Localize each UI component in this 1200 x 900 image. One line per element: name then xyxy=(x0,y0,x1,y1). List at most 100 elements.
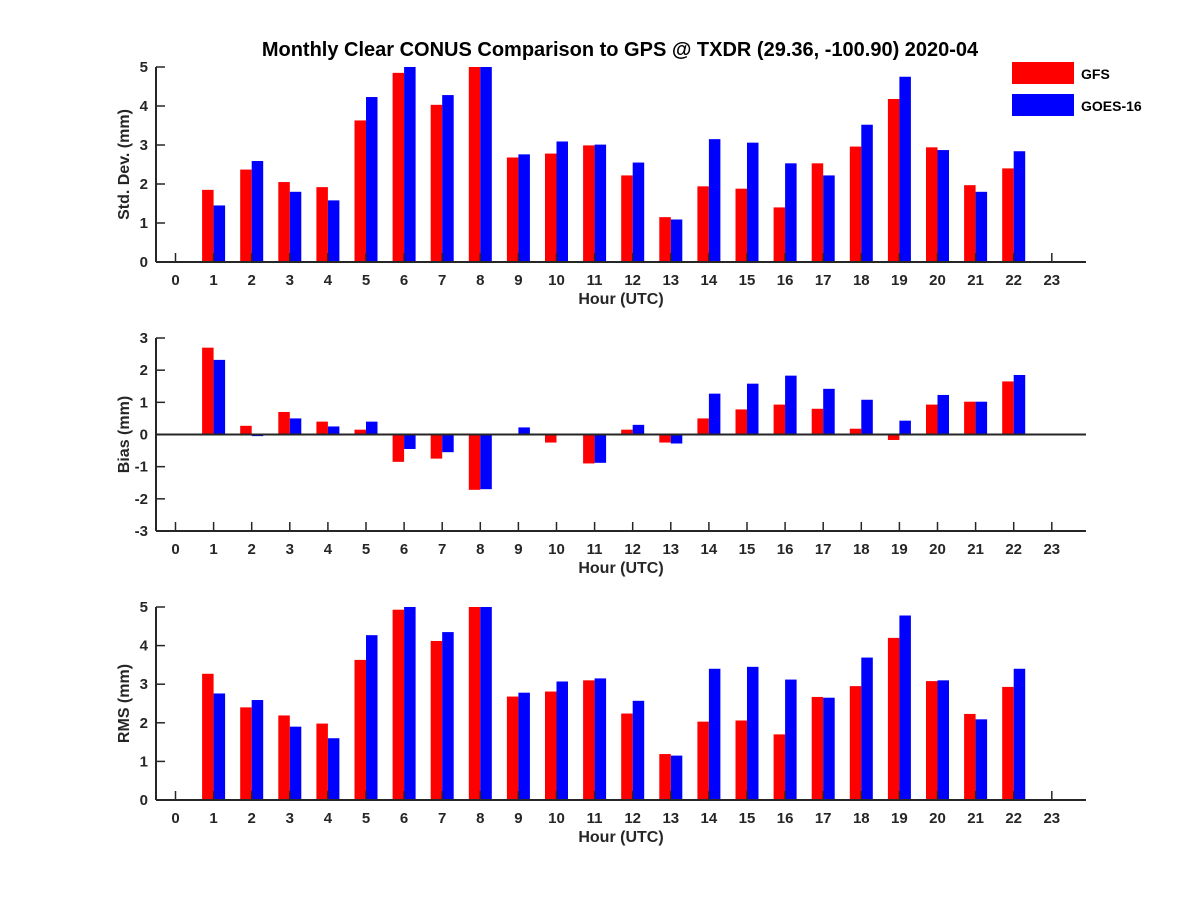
x-tick-label-bias-17: 17 xyxy=(815,541,832,558)
bar-bias-gfs-hour-2 xyxy=(240,425,252,435)
bar-rms-gfs-hour-15 xyxy=(735,720,747,800)
bar-stddev-gfs-hour-18 xyxy=(849,146,862,262)
legend: GFS GOES-16 xyxy=(1012,62,1142,116)
bar-stddev-goes16-hour-17 xyxy=(823,175,835,262)
y-tick-label-bias--1: -1 xyxy=(135,459,148,476)
bar-stddev-goes16-hour-18 xyxy=(861,124,873,262)
y-tick-label-rms-2: 2 xyxy=(140,715,148,732)
panel-rms: 0 1 2 3 4 5 6 7 8 9 10 11 12 13 14 15 16 17 18 19 20 21 22 2301… xyxy=(116,599,1086,846)
bar-stddev-gfs-hour-20 xyxy=(926,147,938,262)
bar-stddev-gfs-hour-10 xyxy=(545,153,557,262)
bar-rms-gfs-hour-20 xyxy=(926,681,938,800)
bar-rms-goes16-hour-1 xyxy=(213,693,226,800)
x-tick-label-bias-3: 3 xyxy=(286,541,294,558)
panel-stddev: 0 1 2 3 4 5 6 7 8 9 10 11 12 13 14 15 16 17 18 19 20 21 22 2301… xyxy=(116,59,1086,308)
bar-bias-gfs-hour-17 xyxy=(811,408,824,435)
bar-bias-goes16-hour-9 xyxy=(518,427,530,435)
bar-bias-gfs-hour-18 xyxy=(849,428,862,435)
x-tick-label-rms-8: 8 xyxy=(476,810,484,827)
bar-bias-gfs-hour-14 xyxy=(697,418,709,435)
bar-bias-goes16-hour-6 xyxy=(404,434,416,449)
bar-bias-goes16-hour-1 xyxy=(213,359,226,435)
x-tick-label-rms-12: 12 xyxy=(624,810,641,827)
y-tick-label-stddev-2: 2 xyxy=(140,176,148,193)
bar-stddev-goes16-hour-15 xyxy=(747,142,759,262)
y-tick-label-rms-3: 3 xyxy=(140,676,148,693)
bar-bias-goes16-hour-7 xyxy=(442,434,454,453)
bar-rms-goes16-hour-6 xyxy=(404,607,416,800)
bar-rms-gfs-hour-18 xyxy=(849,686,862,800)
bar-bias-gfs-hour-5 xyxy=(354,429,366,435)
x-tick-label-stddev-7: 7 xyxy=(438,272,446,289)
bar-bias-goes16-hour-13 xyxy=(670,434,683,444)
bar-rms-gfs-hour-5 xyxy=(354,659,366,800)
bar-stddev-goes16-hour-10 xyxy=(556,141,568,262)
bar-stddev-gfs-hour-14 xyxy=(697,186,709,262)
x-axis-label-stddev: Hour (UTC) xyxy=(578,291,663,308)
bar-bias-goes16-hour-5 xyxy=(366,421,378,435)
bar-bias-goes16-hour-8 xyxy=(480,434,492,490)
bar-bias-gfs-hour-13 xyxy=(659,434,671,443)
y-tick-label-bias--2: -2 xyxy=(135,491,148,508)
y-tick-label-stddev-5: 5 xyxy=(140,59,148,76)
y-axis-label-bias: Bias (mm) xyxy=(116,396,133,473)
bar-rms-gfs-hour-13 xyxy=(659,754,671,800)
x-tick-label-bias-20: 20 xyxy=(929,541,946,558)
x-tick-label-rms-0: 0 xyxy=(171,810,179,827)
bar-rms-gfs-hour-3 xyxy=(278,715,290,800)
y-tick-label-rms-4: 4 xyxy=(140,638,149,655)
x-tick-label-bias-6: 6 xyxy=(400,541,408,558)
bar-stddev-goes16-hour-3 xyxy=(289,191,302,262)
x-tick-label-bias-2: 2 xyxy=(248,541,256,558)
x-tick-label-bias-22: 22 xyxy=(1005,541,1022,558)
y-tick-label-bias--3: -3 xyxy=(135,523,148,540)
x-tick-label-rms-6: 6 xyxy=(400,810,408,827)
bar-bias-gfs-hour-3 xyxy=(278,411,290,435)
bar-stddev-gfs-hour-1 xyxy=(202,189,214,262)
bar-bias-goes16-hour-15 xyxy=(747,383,759,435)
bar-bias-gfs-hour-6 xyxy=(392,434,405,462)
legend-label-gfs: GFS xyxy=(1081,66,1110,82)
y-axis-label-rms: RMS (mm) xyxy=(116,664,133,743)
x-tick-label-stddev-0: 0 xyxy=(171,272,179,289)
y-tick-label-rms-0: 0 xyxy=(140,792,148,809)
x-axis-label-bias: Hour (UTC) xyxy=(578,560,663,577)
panels: 0 1 2 3 4 5 6 7 8 9 10 11 12 13 14 15 16 17 18 19 20 21 22 2301… xyxy=(116,59,1086,846)
x-tick-label-bias-15: 15 xyxy=(739,541,756,558)
x-tick-label-bias-21: 21 xyxy=(967,541,984,558)
bar-rms-gfs-hour-8 xyxy=(468,607,481,800)
x-tick-label-stddev-6: 6 xyxy=(400,272,408,289)
bar-rms-gfs-hour-11 xyxy=(583,680,595,800)
y-tick-label-rms-5: 5 xyxy=(140,599,148,616)
bar-rms-goes16-hour-20 xyxy=(937,680,949,800)
x-tick-label-rms-3: 3 xyxy=(286,810,294,827)
bar-rms-goes16-hour-9 xyxy=(518,692,530,800)
bar-stddev-goes16-hour-2 xyxy=(251,160,264,262)
bar-bias-goes16-hour-11 xyxy=(594,434,607,463)
bar-rms-goes16-hour-18 xyxy=(861,657,873,800)
bar-stddev-gfs-hour-13 xyxy=(659,217,671,262)
bar-stddev-goes16-hour-8 xyxy=(480,67,492,262)
y-tick-label-stddev-1: 1 xyxy=(140,215,148,232)
bar-rms-gfs-hour-22 xyxy=(1002,686,1014,800)
x-tick-label-stddev-21: 21 xyxy=(967,272,984,289)
bar-rms-gfs-hour-21 xyxy=(964,713,976,800)
bar-rms-gfs-hour-19 xyxy=(887,637,900,800)
bar-bias-gfs-hour-22 xyxy=(1002,381,1014,435)
bar-stddev-gfs-hour-22 xyxy=(1002,168,1014,262)
x-tick-label-rms-1: 1 xyxy=(209,810,217,827)
panel-bias: 0 1 2 3 4 5 6 7 8 9 10 11 12 13 14 15 16 17 18 19 20 21 22 23-3… xyxy=(116,330,1086,577)
x-tick-label-stddev-12: 12 xyxy=(624,272,641,289)
bar-bias-gfs-hour-10 xyxy=(545,434,557,443)
bar-rms-goes16-hour-4 xyxy=(327,738,340,800)
bar-stddev-goes16-hour-4 xyxy=(327,200,340,262)
bar-stddev-gfs-hour-12 xyxy=(621,175,633,262)
x-tick-label-bias-8: 8 xyxy=(476,541,484,558)
y-tick-label-rms-1: 1 xyxy=(140,753,148,770)
x-tick-label-rms-4: 4 xyxy=(324,810,333,827)
bar-rms-goes16-hour-15 xyxy=(747,666,759,800)
x-tick-label-rms-22: 22 xyxy=(1005,810,1022,827)
x-axis-label-rms: Hour (UTC) xyxy=(578,829,663,846)
bar-stddev-goes16-hour-5 xyxy=(366,97,378,262)
